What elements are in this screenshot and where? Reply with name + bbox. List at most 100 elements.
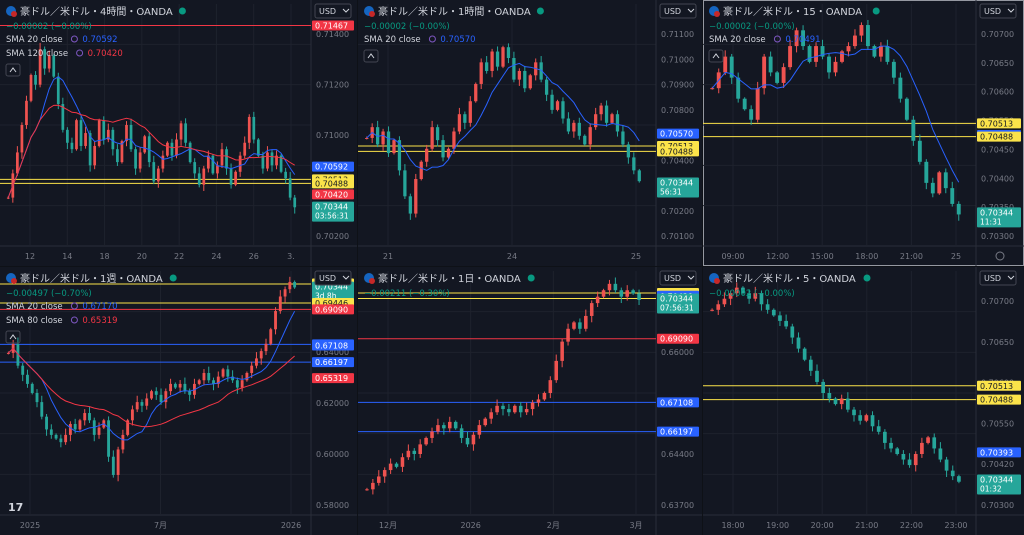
market-open-dot-icon [872, 7, 880, 15]
candle-body [815, 370, 819, 382]
chevron-up-icon[interactable] [363, 49, 379, 63]
candle-body [45, 416, 48, 430]
indicator-settings-icon[interactable] [773, 35, 781, 43]
currency-button[interactable] [314, 3, 352, 19]
candle-body [78, 420, 82, 430]
indicator-legend-label[interactable]: SMA 20 close [6, 35, 63, 45]
candle-body [447, 421, 452, 429]
indicator-settings-icon[interactable] [428, 35, 436, 43]
candle-body [414, 179, 418, 214]
candle-body [164, 391, 168, 403]
candle-body [778, 315, 782, 321]
candle-body [517, 70, 521, 80]
indicator-legend-label[interactable]: SMA 80 close [6, 316, 63, 326]
tradingview-logo: 17 [8, 501, 23, 514]
symbol-title[interactable]: 豪ドル／米ドル・1週・OANDA [20, 272, 163, 285]
candle-body [26, 374, 29, 384]
candle-body [30, 383, 34, 393]
candle-body [188, 391, 192, 395]
currency-label: USD [664, 7, 681, 16]
symbol-title[interactable]: 豪ドル／米ドル・4時間・OANDA [20, 5, 173, 18]
currency-button[interactable] [979, 270, 1017, 286]
chart-panel-p15[interactable]: 0.707000.706500.706000.705500.704500.704… [703, 0, 1024, 266]
indicator-settings-icon[interactable] [70, 302, 78, 310]
candle-body [59, 438, 63, 443]
candle-body [625, 290, 629, 297]
candle-body [435, 127, 440, 141]
indicator-settings-icon[interactable] [70, 35, 78, 43]
candle-body [88, 413, 91, 421]
candle-body [864, 415, 869, 421]
price-label-text: 0.69090 [315, 305, 348, 314]
candle-body [610, 114, 614, 123]
candle-body [524, 409, 529, 413]
candle-body [264, 343, 268, 352]
currency-button[interactable] [979, 3, 1017, 19]
candle-body [406, 450, 411, 458]
candle-body [184, 123, 187, 143]
candle-body [728, 293, 733, 299]
x-tick-label: 2026 [281, 521, 301, 530]
candle-body [507, 409, 511, 413]
candle-body [924, 161, 929, 183]
chart-panel-p4h[interactable]: 0.714000.712000.710000.708000.7020012141… [0, 0, 357, 266]
indicator-legend-label[interactable]: SMA 20 close [364, 35, 421, 45]
indicator-legend-label[interactable]: SMA 20 close [709, 35, 766, 45]
price-label-text: 0.70344 [315, 203, 348, 212]
candle-body [211, 155, 215, 174]
candle-body [159, 394, 163, 403]
candle-body [619, 290, 624, 297]
candle-body [950, 188, 955, 204]
y-tick-label: 0.71000 [661, 55, 694, 64]
candle-body [771, 309, 776, 316]
x-tick-label: 12月 [379, 521, 397, 530]
x-tick-label: 7月 [154, 521, 167, 530]
candle-body [548, 380, 553, 393]
candle-body [566, 328, 570, 342]
candle-body [283, 289, 287, 297]
candle-body [64, 434, 68, 443]
candle-body [599, 105, 603, 115]
chart-panel-p1h[interactable]: 0.711000.710000.709000.708000.707000.704… [358, 0, 702, 266]
currency-button[interactable] [314, 270, 352, 286]
indicator-legend-label[interactable]: SMA 120 close [6, 49, 68, 59]
candle-body [814, 46, 818, 62]
candle-body [452, 131, 456, 149]
candle-body [943, 172, 948, 189]
countdown-text: 01:32 [980, 485, 1002, 494]
chart-panel-pd[interactable]: 0.680000.660000.652000.644000.6370012月20… [358, 267, 702, 535]
currency-button[interactable] [659, 270, 697, 286]
chart-svg: 0.711000.710000.709000.708000.707000.704… [358, 0, 702, 266]
price-label [312, 373, 354, 384]
currency-button[interactable] [659, 3, 697, 19]
candle-body [528, 75, 532, 89]
flag-overlay [369, 11, 375, 17]
sma-line [366, 62, 640, 171]
price-change: −0.00002 (−0.00%) [364, 22, 450, 32]
price-label-text: 0.67108 [315, 342, 348, 351]
candle-body [386, 131, 391, 154]
candle-body [723, 56, 728, 73]
symbol-title[interactable]: 豪ドル／米ドル・15・OANDA [723, 5, 862, 18]
sma-line [7, 76, 296, 198]
chart-panel-p5[interactable]: 0.707000.706500.706000.705500.704200.703… [703, 267, 1024, 535]
gear-icon[interactable] [995, 251, 1005, 261]
candle-body [382, 470, 387, 477]
indicator-legend-label[interactable]: SMA 20 close [6, 302, 63, 312]
indicator-settings-icon[interactable] [70, 316, 78, 324]
chevron-up-icon[interactable] [5, 330, 21, 344]
symbol-title[interactable]: 豪ドル／米ドル・1日・OANDA [378, 272, 521, 285]
chevron-up-icon[interactable] [5, 63, 21, 77]
price-label-text: 0.66197 [660, 428, 693, 437]
price-label-text: 0.70488 [315, 179, 348, 188]
candle-body [6, 352, 10, 354]
chart-panel-pw[interactable]: 0.680000.640000.620000.600000.5800020257… [0, 267, 357, 535]
indicator-settings-icon[interactable] [76, 49, 84, 57]
y-tick-label: 0.60000 [316, 450, 349, 459]
symbol-title[interactable]: 豪ドル／米ドル・1時間・OANDA [378, 5, 531, 18]
countdown-text: 11:31 [980, 217, 1002, 226]
sma-line [8, 311, 296, 441]
symbol-title[interactable]: 豪ドル／米ドル・5・OANDA [723, 272, 856, 285]
candle-body [513, 405, 517, 413]
chevron-up-icon[interactable] [708, 49, 724, 63]
